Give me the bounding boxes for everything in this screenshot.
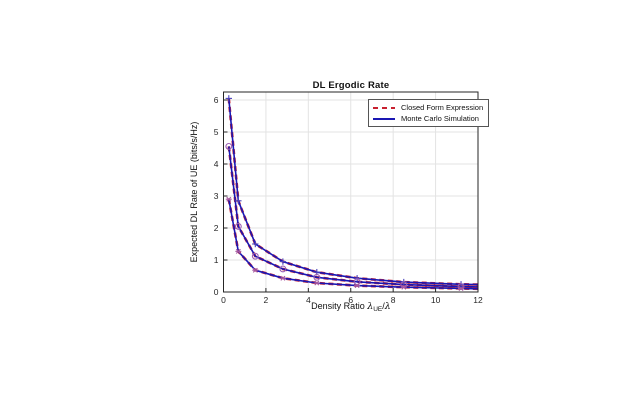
y-tick-label: 6	[214, 95, 219, 105]
x-label-text: Density Ratio	[311, 301, 368, 311]
legend-label-monte-carlo: Monte Carlo Simulation	[401, 114, 479, 123]
y-tick-label: 0	[214, 287, 219, 297]
y-tick-label: 2	[214, 223, 219, 233]
x-tick-label: 4	[306, 295, 311, 305]
x-tick-label: 10	[431, 295, 441, 305]
lambda-subscript: UE	[373, 306, 383, 313]
x-axis-label: Density Ratio λUE/λ	[224, 301, 478, 313]
legend: Closed Form Expression Monte Carlo Simul…	[368, 99, 489, 127]
x-tick-label: 2	[264, 295, 269, 305]
x-tick-label: 12	[473, 295, 483, 305]
lambda-symbol-2: λ	[384, 301, 391, 312]
lambda-symbol: λ	[367, 301, 374, 312]
x-tick-label: 6	[348, 295, 353, 305]
tick-marks	[223, 99, 479, 293]
curve-monte-carlo-1	[228, 146, 479, 288]
y-tick-label: 1	[214, 255, 219, 265]
slash: /	[382, 301, 385, 311]
curves	[225, 95, 479, 291]
y-tick-label: 4	[214, 159, 219, 169]
x-tick-label: 0	[221, 295, 226, 305]
x-tick-label: 8	[391, 295, 396, 305]
y-tick-label: 5	[214, 127, 219, 137]
solid-line-sample	[373, 117, 395, 120]
legend-label-closed-form: Closed Form Expression	[401, 103, 484, 112]
circle-markers-1	[225, 142, 465, 291]
star-markers-2	[225, 196, 465, 291]
chart-title: DL Ergodic Rate	[312, 80, 390, 91]
y-tick-label: 3	[214, 191, 219, 201]
legend-entry-closed-form: Closed Form Expression	[372, 102, 485, 113]
legend-entry-monte-carlo: Monte Carlo Simulation	[372, 113, 485, 124]
dashed-line-sample	[373, 106, 395, 109]
y-axis-label: Expected DL Rate of UE (bits/s/Hz)	[189, 121, 199, 263]
